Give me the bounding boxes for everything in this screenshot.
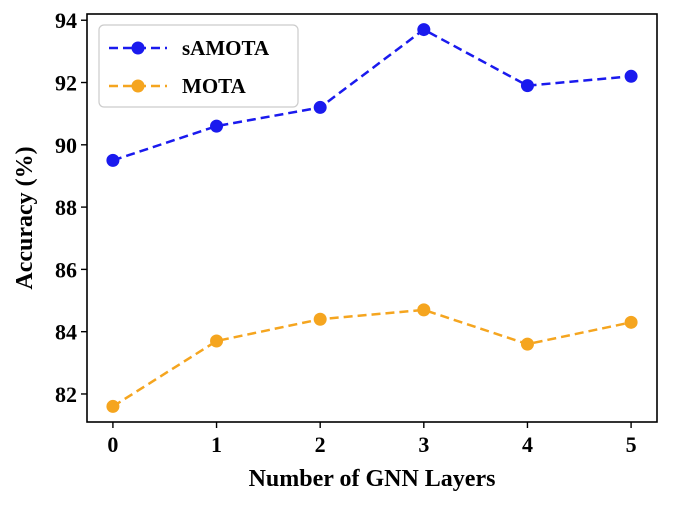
data-point-samota <box>520 79 534 93</box>
plot-area-frame <box>86 13 658 423</box>
y-axis-label: Accuracy (%) <box>12 146 38 289</box>
series-line-samota <box>112 28 632 162</box>
data-point-mota <box>106 399 120 413</box>
data-point-mota <box>624 315 638 329</box>
data-point-mota <box>210 334 224 348</box>
x-tick-label: 2 <box>315 432 326 457</box>
y-tick-label: 92 <box>55 71 77 96</box>
legend-marker-samota <box>131 41 145 55</box>
x-tick-label: 0 <box>107 432 118 457</box>
series-line-mota <box>112 308 632 408</box>
data-point-mota <box>313 312 327 326</box>
data-point-mota <box>417 303 431 317</box>
x-tick-label: 3 <box>418 432 429 457</box>
y-axis: 82 84 86 88 90 92 94 <box>55 8 87 407</box>
y-tick-label: 94 <box>55 8 77 33</box>
series-layer <box>106 23 638 413</box>
data-point-mota <box>520 337 534 351</box>
legend-frame <box>98 24 299 108</box>
x-axis-label: Number of GNN Layers <box>249 466 496 492</box>
x-axis: 0 1 2 3 4 5 <box>107 422 637 457</box>
legend-marker-mota <box>131 79 145 93</box>
data-point-samota <box>313 100 327 114</box>
data-point-samota <box>417 23 431 37</box>
x-tick-label: 5 <box>626 432 637 457</box>
y-tick-label: 88 <box>55 195 77 220</box>
legend: sAMOTA MOTA <box>98 24 299 108</box>
x-tick-label: 4 <box>522 432 533 457</box>
y-tick-label: 86 <box>55 257 77 282</box>
x-tick-label: 1 <box>211 432 222 457</box>
y-tick-label: 82 <box>55 382 77 407</box>
legend-label-mota: MOTA <box>182 74 247 98</box>
data-point-samota <box>210 119 224 133</box>
y-tick-label: 84 <box>55 320 77 345</box>
legend-label-samota: sAMOTA <box>182 36 270 60</box>
data-point-samota <box>624 69 638 83</box>
data-point-samota <box>106 153 120 167</box>
y-tick-label: 90 <box>55 133 77 158</box>
